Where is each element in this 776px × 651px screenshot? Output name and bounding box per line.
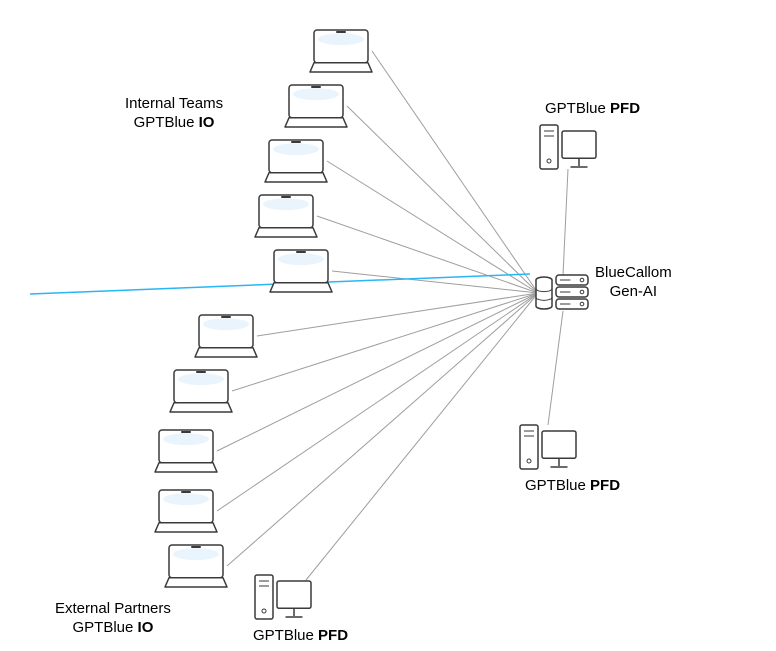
workstation-icon (520, 425, 576, 469)
diagram-canvas (0, 0, 776, 651)
workstation-icon (255, 575, 311, 619)
laptop-icon (265, 140, 327, 182)
laptop-icon (285, 85, 347, 127)
laptop-icon (255, 195, 317, 237)
workstation-icon (540, 125, 596, 169)
hub-label: BlueCallom Gen-AI (595, 264, 672, 302)
laptop-icon (165, 545, 227, 587)
server-hub-icon (536, 275, 588, 309)
internal-teams-label: Internal Teams GPTBlue IO (125, 95, 223, 133)
pfd-label-1: GPTBlue PFD (545, 100, 640, 119)
laptop-icon (270, 250, 332, 292)
laptop-icon (155, 430, 217, 472)
external-partners-label: External Partners GPTBlue IO (55, 600, 171, 638)
laptop-icon (170, 370, 232, 412)
laptop-icon (310, 30, 372, 72)
laptop-icon (195, 315, 257, 357)
laptop-icon (155, 490, 217, 532)
pfd-label-2: GPTBlue PFD (525, 477, 620, 496)
pfd-label-3: GPTBlue PFD (253, 627, 348, 646)
edges-group (217, 51, 568, 580)
